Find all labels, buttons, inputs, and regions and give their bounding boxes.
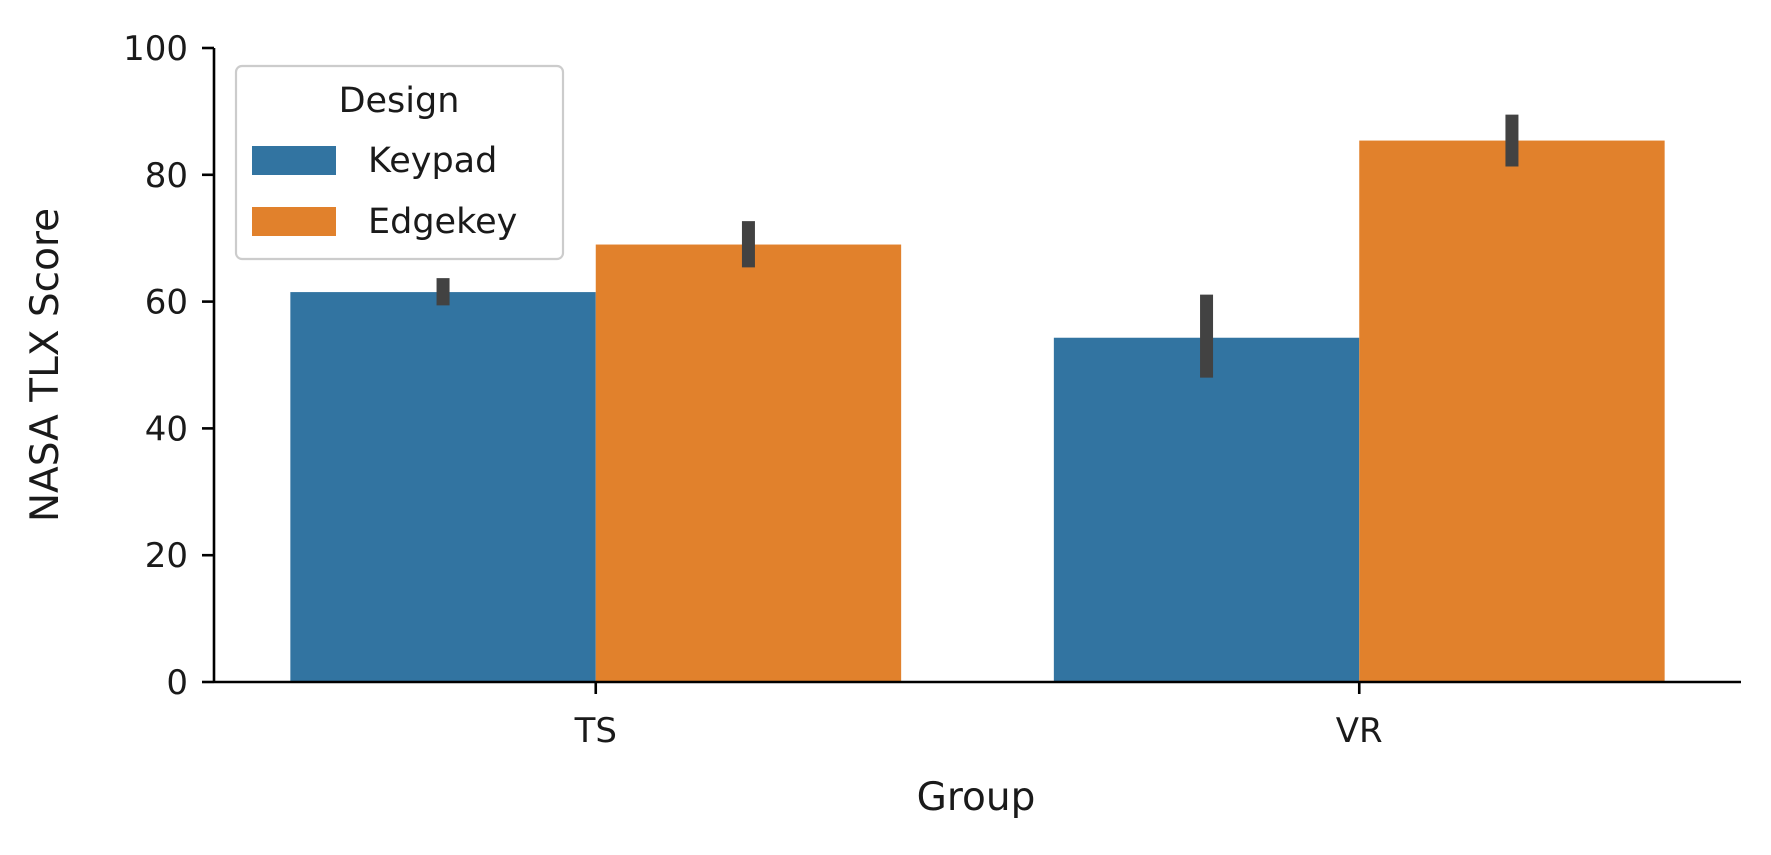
- y-tick-label: 100: [123, 29, 188, 69]
- legend-label-keypad: Keypad: [368, 141, 497, 181]
- y-tick-label: 40: [145, 409, 188, 449]
- legend-swatch-keypad: [252, 146, 336, 175]
- x-tick-label-ts: TS: [574, 711, 617, 751]
- x-axis-title: Group: [917, 775, 1036, 820]
- bar-edgekey-ts: [595, 244, 902, 683]
- plot-area: [290, 114, 1665, 683]
- y-axis-title: NASA TLX Score: [23, 208, 68, 522]
- legend-swatch-edgekey: [252, 207, 336, 236]
- legend: Design Keypad Edgekey: [234, 64, 565, 261]
- axes: 0 20 40 60 80 100 TS VR NASA TLX Score Group: [23, 29, 1741, 820]
- bar-keypad-vr: [1053, 337, 1360, 682]
- y-tick-label: 20: [145, 536, 188, 576]
- legend-label-edgekey: Edgekey: [368, 202, 517, 242]
- y-tick-label: 0: [166, 663, 188, 703]
- y-tick-label: 60: [145, 283, 188, 323]
- bar-keypad-ts: [290, 292, 596, 682]
- bar-edgekey-vr: [1359, 140, 1665, 683]
- x-tick-label-vr: VR: [1336, 711, 1383, 751]
- x-ticks: TS VR: [574, 682, 1383, 751]
- legend-title: Design: [339, 81, 460, 121]
- y-ticks: 0 20 40 60 80 100: [123, 29, 214, 703]
- y-tick-label: 80: [145, 156, 188, 196]
